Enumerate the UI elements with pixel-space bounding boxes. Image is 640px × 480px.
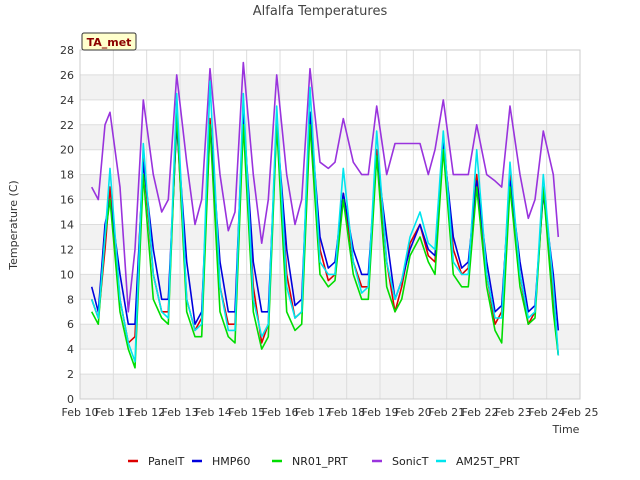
ta-met-badge: TA_met bbox=[81, 32, 137, 51]
y-tick-label: 12 bbox=[60, 243, 74, 256]
y-tick-label: 22 bbox=[60, 119, 74, 132]
badge-label: TA_met bbox=[87, 36, 132, 49]
y-tick-label: 8 bbox=[67, 293, 74, 306]
plot-bands bbox=[80, 74, 580, 399]
x-tick-label: Feb 20 bbox=[395, 406, 432, 419]
plot-band bbox=[80, 224, 580, 250]
legend-label: PanelT bbox=[148, 455, 185, 468]
x-tick-label: Feb 15 bbox=[228, 406, 265, 419]
legend-label: NR01_PRT bbox=[292, 455, 348, 468]
badge-box bbox=[81, 32, 137, 51]
chart-title: Alfalfa Temperatures bbox=[253, 4, 388, 19]
plot-band bbox=[80, 124, 580, 150]
x-tick-label: Feb 25 bbox=[562, 406, 599, 419]
y-tick-label: 28 bbox=[60, 44, 74, 57]
x-tick-label: Feb 18 bbox=[328, 406, 365, 419]
legend: PanelT HMP60 NR01_PRT SonicT AM25T_PRT bbox=[128, 455, 520, 468]
y-tick-label: 20 bbox=[60, 144, 74, 157]
y-tick-label: 10 bbox=[60, 268, 74, 281]
x-tick-label: Feb 10 bbox=[62, 406, 99, 419]
x-tick-label: Feb 11 bbox=[95, 406, 132, 419]
x-tick-label: Feb 23 bbox=[495, 406, 532, 419]
plot-frame bbox=[79, 49, 581, 400]
y-axis-title: Temperature (C) bbox=[7, 180, 20, 270]
legend-label: HMP60 bbox=[212, 455, 250, 468]
y-tick-label: 6 bbox=[67, 318, 74, 331]
y-tick-label: 16 bbox=[60, 194, 74, 207]
plot-band bbox=[80, 374, 580, 399]
legend-label: AM25T_PRT bbox=[456, 455, 520, 468]
plot-band bbox=[80, 324, 580, 350]
y-tick-label: 24 bbox=[60, 94, 74, 107]
x-tick-label: Feb 14 bbox=[195, 406, 232, 419]
x-tick-label: Feb 22 bbox=[462, 406, 499, 419]
x-tick-label: Feb 12 bbox=[128, 406, 165, 419]
series-line-am25t-prt bbox=[90, 80, 560, 363]
legend-label: SonicT bbox=[392, 455, 429, 468]
y-tick-label: 14 bbox=[60, 219, 74, 232]
plot-band bbox=[80, 74, 580, 100]
y-tick-label: 18 bbox=[60, 169, 74, 182]
series-line-nr01-prt bbox=[90, 111, 560, 369]
x-tick-label: Feb 16 bbox=[262, 406, 299, 419]
x-tick-label: Feb 21 bbox=[428, 406, 465, 419]
x-tick-label: Feb 19 bbox=[362, 406, 399, 419]
x-tick-label: Feb 24 bbox=[528, 406, 565, 419]
series-line-sonict bbox=[90, 61, 560, 313]
x-tick-label: Feb 17 bbox=[295, 406, 332, 419]
y-tick-label: 26 bbox=[60, 69, 74, 82]
x-axis-title: Time bbox=[552, 423, 580, 436]
series-layer bbox=[90, 61, 560, 369]
x-tick-label: Feb 13 bbox=[162, 406, 199, 419]
y-tick-label: 2 bbox=[67, 368, 74, 381]
y-tick-label: 4 bbox=[67, 343, 74, 356]
y-tick-label: 0 bbox=[67, 393, 74, 406]
plot-band bbox=[80, 174, 580, 200]
